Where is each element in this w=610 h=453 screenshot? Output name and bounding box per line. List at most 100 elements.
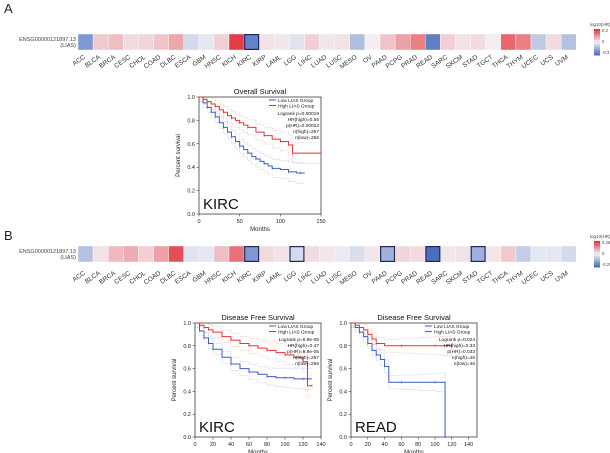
heatmap-cell-read (425, 245, 441, 263)
x-tick-label: 0 (197, 219, 200, 225)
highlight-box-read (425, 246, 441, 263)
stat-line: n(low)=256 (295, 135, 319, 141)
highlight-box-kirc (244, 246, 260, 263)
heatmap-cell-stad (470, 33, 486, 51)
cancer-label-dlbc: DLBC (159, 270, 177, 286)
legend-swatch (594, 249, 600, 253)
legend-swatch (594, 35, 600, 38)
y-axis-label: Percent survival (172, 359, 178, 402)
survival-curve-high (351, 322, 452, 347)
cancer-watermark: KIRC (199, 419, 235, 436)
heatmap-cell-cesc (123, 245, 139, 263)
legend-swatch (594, 51, 600, 54)
cancer-label-uvm: UVM (554, 54, 570, 68)
heatmap-cell-cesc (123, 33, 139, 51)
legend-tick: 0 (602, 39, 605, 44)
cancer-label-lgg: LGG (283, 54, 298, 68)
legend-tick: 0 (602, 251, 605, 256)
legend-title: log10(HR) (590, 22, 610, 27)
heatmap-cell-brca (107, 245, 124, 263)
heatmap-cell-ucs (545, 33, 562, 51)
stat-line: Logrank p=6.9e-05 (279, 337, 320, 343)
cancer-label-kirc: KIRC (236, 270, 253, 285)
heatmap-b: ENSG00000121897.13(LIAS)ACCBLCABRCACESCC… (19, 234, 610, 287)
highlight-box-lgg (289, 246, 305, 263)
legend-tick: -0.25 (602, 262, 610, 267)
highlight-box-stad (470, 246, 486, 263)
heatmap-cell-tgct (485, 245, 502, 263)
heatmap-cell-laml (274, 245, 290, 263)
cancer-label-kirc: KIRC (236, 54, 253, 69)
ci-upper-high (351, 322, 452, 340)
heatmap-cell-kirc (243, 33, 260, 51)
x-tick-label: 40 (382, 442, 388, 448)
y-tick-label: 0.4 (183, 389, 191, 395)
x-tick-label: 100 (280, 442, 289, 448)
ci-upper-high (199, 96, 322, 144)
heatmap-cell-stad (470, 245, 486, 263)
cancer-label-esca: ESCA (174, 270, 193, 286)
heatmap-cell-uvm (561, 245, 577, 263)
cancer-label-kirp: KIRP (251, 270, 267, 284)
heatmap-cell-ov (364, 245, 381, 263)
y-tick-label: 0.6 (187, 142, 195, 148)
x-axis-label: Months (404, 450, 424, 453)
legend-label-high: High LIAS Group (278, 104, 315, 110)
heatmap-cell-thym (515, 245, 532, 263)
stat-line: HR(high)=0.55 (288, 117, 320, 123)
legend-swatch (594, 53, 600, 56)
cancer-label-kirp: KIRP (251, 54, 267, 68)
y-tick-label: 0.6 (183, 367, 191, 373)
heatmap-cell-blca (92, 33, 109, 51)
heatmap-cell-gbm (198, 33, 215, 51)
heatmap-cell-gbm (198, 245, 215, 263)
heatmap-cell-coad (153, 245, 169, 263)
highlight-box-kirc (244, 33, 260, 50)
heatmap-cell-prad (410, 245, 426, 263)
heatmap-cell-meso (349, 33, 366, 51)
heatmap-cell-laml (274, 33, 290, 51)
cancer-label-esca: ESCA (174, 54, 193, 70)
heatmap-cell-skcm (455, 245, 471, 263)
row-label-gene: (LIAS) (60, 255, 76, 261)
cancer-label-skcm: SKCM (445, 54, 464, 71)
heatmap-cell-luad (319, 33, 335, 51)
ci-upper-high (195, 322, 313, 376)
plot-title: Disease Free Survival (221, 313, 295, 322)
stat-line: n(low)=46 (454, 361, 476, 367)
cancer-label-hnsc: HNSC (203, 270, 222, 286)
heatmap-cell-ov (364, 33, 381, 51)
heatmap-cell-chol (138, 33, 154, 51)
legend-label-high: High LIAS Group (434, 330, 471, 336)
heatmap-cell-hnsc (213, 245, 230, 263)
y-tick-label: 1.0 (183, 321, 191, 327)
heatmap-cell-pcpg (394, 33, 411, 51)
legend-swatch (594, 37, 600, 41)
cancer-label-luad: LUAD (310, 54, 328, 70)
plot-title: Overall Survival (234, 87, 287, 96)
x-tick-label: 100 (430, 442, 439, 448)
x-tick-label: 120 (298, 442, 307, 448)
y-tick-label: 0.2 (183, 412, 191, 418)
heatmap-cell-uvm (561, 33, 577, 51)
cancer-label-pcpg: PCPG (385, 54, 404, 70)
km-plot-dfs-kirc: Disease Free Survival 0 20 40 60 80 100 120 140 0… (172, 313, 326, 453)
legend-swatch (594, 42, 600, 45)
heatmap-cell-chol (138, 245, 154, 263)
cancer-label-pcpg: PCPG (385, 270, 404, 286)
heatmap-cell-prad (410, 33, 426, 51)
cancer-label-ucs: UCS (540, 54, 556, 68)
stat-line: p(HR)=0.033 (447, 349, 475, 355)
panel-label-b: B (4, 228, 13, 243)
heatmap-cell-hnsc (213, 33, 230, 51)
panel-label-a: A (4, 1, 13, 16)
heatmap-cell-acc (77, 245, 94, 263)
stat-line: p(HR)=0.00023 (286, 123, 319, 129)
cancer-label-ucec: UCEC (521, 54, 540, 70)
legend-swatch (594, 247, 600, 250)
heatmap-cell-lihc (304, 33, 320, 51)
x-tick-label: 150 (316, 219, 325, 225)
legend-swatch (594, 258, 600, 261)
legend-swatch (594, 263, 600, 266)
